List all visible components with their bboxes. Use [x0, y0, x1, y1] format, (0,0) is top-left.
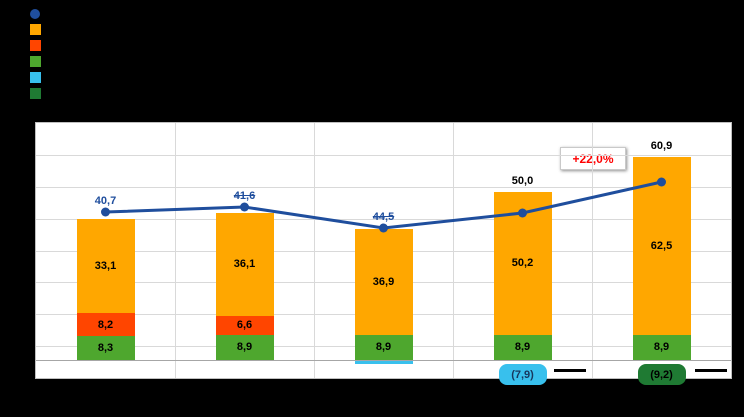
- bar-segment-orange-top: 33,1: [76, 218, 135, 313]
- legend-item-red-series: [30, 40, 47, 51]
- line-series-svg: [101, 177, 666, 233]
- bar-segment-red-middle: 8,2: [76, 312, 135, 337]
- bar-segment-green-bottom: 8,3: [76, 336, 135, 360]
- line-series-swatch-icon: [30, 8, 40, 19]
- bar-segment-green-bottom: 8,9: [632, 334, 691, 360]
- line-point: [518, 208, 527, 218]
- gridline: [36, 155, 731, 156]
- legend-item-cyan-series: [30, 72, 47, 83]
- green-series-swatch-icon: [30, 56, 41, 67]
- bar-segment-red-middle: 6,6: [215, 315, 274, 335]
- line-data-label: 44,5: [372, 211, 395, 223]
- line-data-label: 60,9: [650, 139, 673, 152]
- legend-item-line-series: [30, 8, 47, 19]
- strikethrough-mark: [695, 369, 727, 372]
- vertical-gridline: [453, 123, 454, 378]
- dark-green-series-swatch-icon: [30, 88, 41, 99]
- negative-value-badge: (7,9): [498, 364, 547, 385]
- vertical-gridline: [314, 123, 315, 378]
- bar-segment-green-bottom: 8,9: [493, 334, 552, 360]
- line-point: [101, 207, 110, 217]
- red-series-swatch-icon: [30, 40, 41, 51]
- line-data-label: 50,0: [511, 174, 534, 187]
- orange-series-swatch-icon: [30, 24, 41, 35]
- bar-segment-orange-top: 36,1: [215, 212, 274, 316]
- bar-segment-green-bottom: 8,9: [215, 334, 274, 360]
- chart-legend: [30, 8, 47, 99]
- negative-value-badge: (9,2): [637, 364, 686, 385]
- line-point: [379, 223, 388, 233]
- line-point: [240, 202, 249, 212]
- strikethrough-mark: [554, 369, 586, 372]
- cyan-series-swatch-icon: [30, 72, 41, 83]
- line-point: [657, 177, 666, 187]
- line-data-label: 41,6: [233, 190, 256, 202]
- bar-segment-orange-top: 36,9: [354, 229, 413, 335]
- vertical-gridline: [592, 123, 593, 378]
- vertical-gridline: [175, 123, 176, 378]
- line-data-label: 40,7: [94, 195, 117, 207]
- plot-area: +22,0% 8,38,233,18,96,636,18,936,98,950,…: [35, 122, 732, 385]
- legend-item-orange-series: [30, 24, 47, 35]
- gridline: [36, 219, 731, 220]
- bar-segment-green-bottom: 8,9: [354, 334, 413, 360]
- legend-item-green-series: [30, 56, 47, 67]
- legend-item-dark-green-series: [30, 88, 47, 99]
- negative-sliver: [354, 361, 413, 364]
- x-axis-line: [36, 360, 731, 361]
- gridline: [36, 187, 731, 188]
